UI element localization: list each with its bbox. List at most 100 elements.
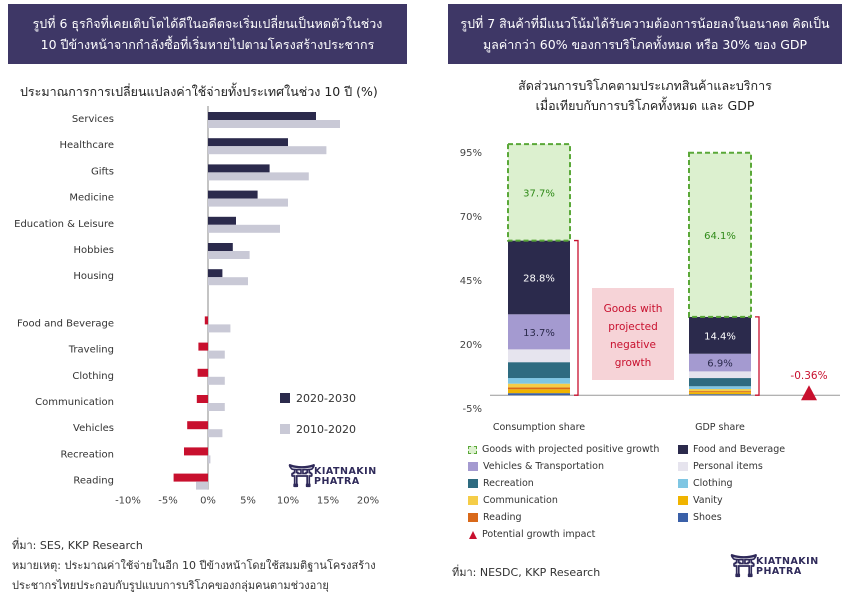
bar-2010-2020 bbox=[208, 376, 225, 385]
left-note-line-1: หมายเหตุ: ประมาณค่าใช้จ่ายในอีก 10 ปีข้า… bbox=[12, 559, 376, 572]
annotation-text: growth bbox=[615, 357, 652, 369]
legend-swatch bbox=[468, 445, 477, 454]
bar-2020-2030 bbox=[208, 138, 288, 147]
legend-swatch bbox=[678, 445, 688, 454]
stack-segment bbox=[508, 389, 570, 394]
x-tick-label: -10% bbox=[115, 496, 141, 507]
bar-2010-2020 bbox=[208, 251, 250, 259]
bar-2010-2020 bbox=[208, 429, 223, 438]
legend-label: Shoes bbox=[693, 512, 722, 523]
bar-2020-2030 bbox=[196, 395, 208, 403]
x-tick-label: 20% bbox=[357, 496, 379, 507]
bar-2020-2030 bbox=[197, 368, 208, 377]
segment-data-label: 13.7% bbox=[523, 328, 555, 339]
legend-swatch-2020-2030 bbox=[280, 393, 290, 403]
legend-label-2010-2020: 2010-2020 bbox=[296, 423, 356, 436]
bar-2020-2030 bbox=[208, 243, 233, 251]
y-tick-label: 70% bbox=[460, 212, 482, 223]
annotation-text: negative bbox=[610, 339, 656, 351]
category-label: Reading bbox=[73, 476, 114, 487]
legend-label: Communication bbox=[483, 495, 558, 506]
kkp-logo-icon: ⛩ bbox=[730, 554, 759, 579]
category-label: Consumption share bbox=[493, 422, 585, 433]
legend-item: Goods with projected positive growth bbox=[468, 444, 659, 455]
category-label: Healthcare bbox=[59, 140, 114, 151]
segment-data-label: 14.4% bbox=[704, 331, 736, 342]
figure-7-banner: รูปที่ 7 สินค้าที่มีแนวโน้มได้รับความต้อ… bbox=[448, 4, 842, 64]
figure-6-banner: รูปที่ 6 ธุรกิจที่เคยเติบโตได้ดีในอดีตจะ… bbox=[8, 4, 407, 64]
legend-item: Clothing bbox=[678, 478, 733, 489]
x-tick-label: 0% bbox=[200, 496, 216, 507]
bar-2010-2020 bbox=[208, 324, 231, 333]
legend-item: Shoes bbox=[678, 512, 722, 523]
stack-segment bbox=[689, 392, 751, 395]
legend-label: Food and Beverage bbox=[693, 444, 786, 455]
bar-2010-2020 bbox=[196, 481, 208, 490]
stack-segment bbox=[508, 240, 570, 315]
bar-2020-2030 bbox=[208, 269, 223, 278]
legend-label: Vanity bbox=[693, 495, 723, 506]
y-tick-label: -5% bbox=[463, 404, 482, 415]
category-label: Gifts bbox=[91, 166, 114, 177]
bar-2020-2030 bbox=[208, 216, 236, 225]
stack-segment bbox=[507, 143, 571, 242]
legend-swatch bbox=[468, 513, 478, 522]
category-label: Hobbies bbox=[74, 245, 114, 256]
segment-data-label: 64.1% bbox=[704, 231, 736, 242]
category-label: Services bbox=[72, 114, 114, 125]
stack-segment bbox=[508, 387, 570, 390]
stack-segment bbox=[689, 391, 751, 393]
left-source: ที่มา: SES, KKP Research bbox=[12, 539, 143, 552]
legend-swatch bbox=[678, 462, 688, 471]
bar-2020-2030 bbox=[184, 447, 208, 456]
right-figure-panel: รูปที่ 7 สินค้าที่มีแนวโน้มได้รับความต้อ… bbox=[440, 0, 850, 600]
stack-segment bbox=[689, 316, 751, 354]
category-label: Food and Beverage bbox=[17, 318, 114, 329]
legend-label-2020-2030: 2020-2030 bbox=[296, 392, 356, 405]
annotation-text: projected bbox=[608, 321, 658, 333]
negative-growth-bracket bbox=[755, 316, 760, 396]
bar-2020-2030 bbox=[208, 112, 316, 120]
stack-segment bbox=[508, 393, 570, 396]
category-label: GDP share bbox=[695, 422, 745, 433]
x-tick-label: -5% bbox=[158, 496, 177, 507]
category-label: Vehicles bbox=[73, 423, 114, 434]
bar-2010-2020 bbox=[208, 120, 340, 128]
stack-segment bbox=[688, 151, 752, 318]
legend-label: Vehicles & Transportation bbox=[483, 461, 604, 472]
legend-item: Personal items bbox=[678, 461, 763, 472]
bar-chart-title: ประมาณการการเปลี่ยนแปลงค่าใช้จ่ายทั้งประ… bbox=[20, 84, 378, 99]
legend-item: Communication bbox=[468, 495, 558, 506]
growth-impact-triangle-marker bbox=[801, 385, 817, 401]
left-note-line-2: ประชากรไทยประกอบกับรูปแบบการบริโภคของกลุ… bbox=[12, 579, 329, 592]
banner-line-1: รูปที่ 7 สินค้าที่มีแนวโน้มได้รับความต้อ… bbox=[460, 16, 830, 31]
bar-2020-2030 bbox=[198, 342, 208, 351]
legend-label: Potential growth impact bbox=[482, 529, 596, 540]
stack-segment bbox=[689, 378, 751, 387]
bar-2010-2020 bbox=[208, 455, 211, 464]
bar-2010-2020 bbox=[208, 350, 225, 359]
kkp-logo-icon: ⛩ bbox=[288, 464, 317, 489]
y-tick-label: 45% bbox=[460, 276, 482, 287]
growth-impact-label: -0.36% bbox=[790, 370, 827, 382]
legend-swatch bbox=[468, 496, 478, 505]
legend-swatch bbox=[678, 496, 688, 505]
stacked-chart-title-2: เมื่อเทียบกับการบริโภคทั้งหมด และ GDP bbox=[535, 98, 755, 113]
stack-segment bbox=[689, 389, 751, 392]
legend-item: Vanity bbox=[678, 495, 723, 506]
bar-2020-2030 bbox=[208, 190, 258, 199]
bar-2010-2020 bbox=[208, 277, 248, 286]
banner-line-2: มูลค่ากว่า 60% ของการบริโภคทั้งหมด หรือ … bbox=[482, 37, 808, 52]
category-label: Communication bbox=[35, 397, 114, 408]
category-label: Traveling bbox=[68, 345, 114, 356]
negative-growth-annotation-box bbox=[592, 288, 674, 380]
legend-swatch bbox=[468, 462, 478, 471]
x-tick-label: 10% bbox=[277, 496, 299, 507]
y-tick-label: 20% bbox=[460, 340, 482, 351]
y-tick-label: 95% bbox=[460, 148, 482, 159]
bar-2020-2030 bbox=[204, 316, 208, 325]
legend-swatch bbox=[468, 479, 478, 488]
bar-2020-2030 bbox=[173, 473, 208, 482]
spending-change-bar-chart: Services Healthcare Gifts Medicine Education… bbox=[14, 106, 379, 507]
segment-data-label: 37.7% bbox=[523, 188, 555, 199]
